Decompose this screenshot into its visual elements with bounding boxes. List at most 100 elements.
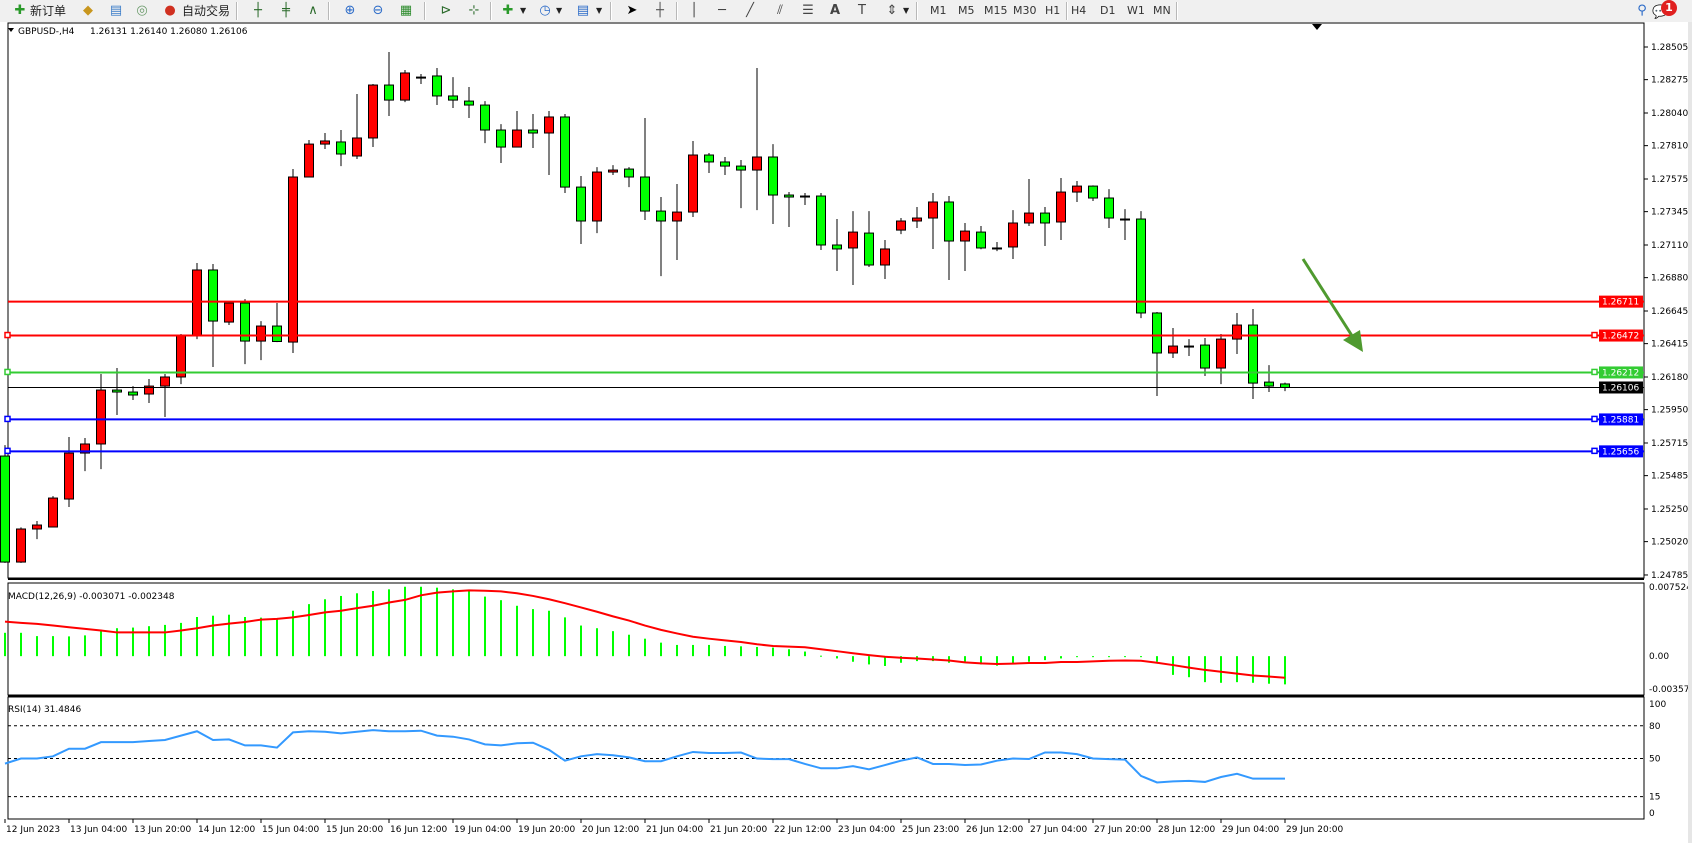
macd-histogram-bar (1124, 656, 1126, 658)
fibonacci-icon[interactable]: ☰ (802, 3, 814, 18)
auto-trading-button[interactable]: 自动交易 (182, 4, 231, 18)
arrow-line[interactable] (1301, 258, 1358, 343)
autoscroll-icon[interactable]: ⊹ (468, 3, 480, 18)
level-handle[interactable] (1591, 447, 1598, 455)
macd-tick-label: 0.00 (1649, 652, 1669, 662)
chevron-down-icon[interactable]: ▼ (596, 6, 603, 15)
price-tick-label: 1.28275 (1651, 76, 1688, 86)
indicators-icon[interactable]: ✚ (502, 3, 514, 18)
text-icon[interactable]: A (829, 3, 841, 18)
price-tick-label: 1.27110 (1651, 241, 1688, 251)
macd-histogram-bar (468, 590, 470, 657)
timeframe-w1[interactable]: W1 (1127, 4, 1145, 17)
price-level-box (1599, 329, 1643, 342)
new-order-icon[interactable]: ✚ (14, 3, 26, 18)
chart-canvas[interactable]: 1.28505 1.28275 1.28040 1.27810 1.27575 1.273… (0, 22, 1688, 843)
macd-histogram-bar (532, 609, 534, 657)
line-chart-icon[interactable]: ∧ (308, 3, 318, 18)
candle (832, 219, 842, 271)
candle-body (176, 335, 186, 378)
price-tick-label: 1.28040 (1651, 109, 1688, 119)
arrows-icon[interactable]: ⇕ (886, 3, 898, 18)
dropdown-triangle-icon[interactable] (8, 28, 14, 32)
price-level-box (1599, 381, 1643, 394)
candlestick-icon[interactable]: ╪ (282, 3, 290, 18)
zoom-out-icon[interactable]: ⊖ (372, 3, 384, 18)
chevron-down-icon[interactable]: ▼ (520, 6, 527, 15)
candle (1024, 178, 1034, 226)
zoom-in-icon[interactable]: ⊕ (344, 3, 356, 18)
level-handle[interactable] (1591, 415, 1598, 423)
notification-badge[interactable]: 1 (1661, 0, 1677, 16)
chart-shift-marker[interactable] (1312, 24, 1322, 30)
candle-body (928, 201, 938, 219)
candle-body (368, 84, 378, 139)
tile-windows-icon[interactable]: ▦ (399, 3, 413, 18)
crosshair-icon[interactable]: ┼ (656, 3, 664, 18)
macd-histogram-bar (436, 587, 438, 657)
macd-histogram-bar (20, 632, 22, 657)
cursor-icon[interactable]: ➤ (626, 3, 638, 18)
macd-histogram-bar (484, 596, 486, 657)
level-handle[interactable] (1591, 368, 1598, 376)
candle (656, 197, 666, 277)
timeframe-m30[interactable]: M30 (1013, 4, 1037, 17)
trendline-icon[interactable]: ╱ (746, 3, 754, 18)
macd-label: MACD(12,26,9) -0.003071 -0.002348 (8, 592, 175, 602)
bar-chart-icon[interactable]: ┼ (254, 3, 262, 18)
arrow-head[interactable] (1343, 330, 1363, 352)
equidistant-channel-icon[interactable]: ⫽ (777, 3, 783, 18)
new-order-button[interactable]: 新订单 (30, 4, 67, 18)
templates-icon[interactable]: ▤ (576, 3, 590, 18)
panel-frames (7, 22, 1645, 820)
candle-body (384, 84, 394, 101)
price-levels[interactable]: 1.26711 1.26472 1.26212 1.26106 1.25881 1.256… (4, 295, 1644, 458)
candle (480, 101, 490, 144)
timeframe-m1[interactable]: M1 (930, 4, 947, 17)
timeframe-mn[interactable]: MN (1153, 4, 1171, 17)
vertical-line-icon[interactable]: │ (690, 3, 698, 18)
timeframe-d1[interactable]: D1 (1100, 4, 1116, 17)
level-handle[interactable] (4, 447, 11, 455)
time-tick-label: 13 Jun 04:00 (70, 825, 127, 835)
level-handle[interactable] (1591, 331, 1598, 339)
chevron-down-icon[interactable]: ▼ (903, 6, 910, 15)
macd-histogram-bar (292, 610, 294, 657)
candle-body (816, 195, 826, 246)
text-label-icon[interactable]: T (858, 3, 866, 18)
search-icon[interactable]: ⚲ (1637, 3, 1647, 18)
time-tick-label: 22 Jun 12:00 (774, 825, 831, 835)
level-handle[interactable] (4, 368, 11, 376)
candle (912, 206, 922, 228)
macd-histogram-bar (116, 628, 118, 657)
macd-histogram-bar (1236, 656, 1238, 683)
history-center-icon[interactable]: ◆ (83, 3, 93, 18)
candle (992, 242, 1002, 252)
candle (1120, 209, 1130, 241)
candle-body (80, 443, 90, 454)
auto-trading-icon[interactable]: ● (164, 3, 176, 18)
level-handle[interactable] (4, 415, 11, 423)
periods-icon[interactable]: ◷ (539, 3, 551, 18)
price-level-label: 1.25881 (1602, 415, 1639, 425)
horizontal-line-icon[interactable]: ─ (718, 3, 726, 18)
trend-arrow[interactable] (1301, 258, 1363, 352)
timeframe-h4[interactable]: H4 (1071, 4, 1087, 17)
candle-body (192, 269, 202, 337)
candle-body (496, 129, 506, 148)
price-level-label: 1.26106 (1602, 383, 1639, 393)
chart-shift-icon[interactable]: ⊳ (440, 3, 452, 18)
chevron-down-icon[interactable]: ▼ (556, 6, 563, 15)
price-tick-label: 1.26415 (1651, 340, 1688, 350)
candle (96, 374, 106, 470)
timeframe-m5[interactable]: M5 (958, 4, 975, 17)
timeframe-m15[interactable]: M15 (984, 4, 1008, 17)
level-handle[interactable] (4, 331, 11, 339)
signals-icon[interactable]: ◎ (136, 3, 148, 18)
market-watch-icon[interactable]: ▤ (109, 3, 123, 18)
candle-body (560, 116, 570, 188)
macd-histogram-bar (772, 647, 774, 657)
chart-window[interactable]: 1.28505 1.28275 1.28040 1.27810 1.27575 1.273… (0, 22, 1692, 843)
timeframe-h1[interactable]: H1 (1045, 4, 1061, 17)
candle-body (672, 211, 682, 222)
